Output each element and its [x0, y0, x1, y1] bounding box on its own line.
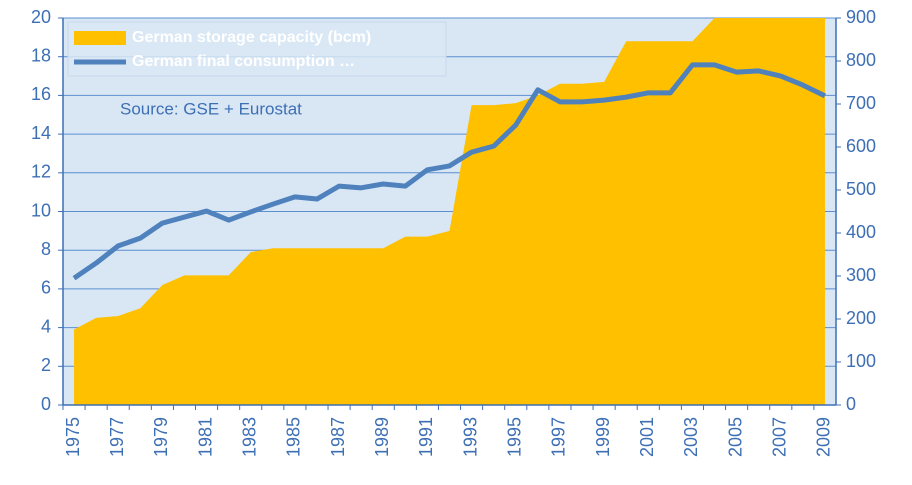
x-tick-label: 2005	[725, 417, 745, 457]
y2-tick-label: 100	[846, 351, 876, 371]
x-tick-label: 1999	[593, 417, 613, 457]
area	[74, 18, 825, 405]
y-tick-label: 6	[41, 278, 51, 298]
x-tick-label: 2003	[681, 417, 701, 457]
y2-tick-label: 200	[846, 308, 876, 328]
legend-label: German storage capacity (bcm)	[132, 29, 371, 46]
legend: German storage capacity (bcm) German fina…	[67, 21, 447, 118]
x-tick-label: 1995	[505, 417, 525, 457]
y-tick-label: 20	[31, 7, 51, 27]
y2-tick-label: 500	[846, 179, 876, 199]
x-tick-label: 1993	[460, 417, 480, 457]
y-tick-label: 10	[31, 200, 51, 220]
x-tick-label: 2009	[814, 417, 834, 457]
axes: 0246810121416182001002003004005006007008…	[31, 7, 876, 457]
y-tick-label: 4	[41, 316, 51, 336]
x-tick-label: 1981	[195, 417, 215, 457]
x-tick-label: 1975	[63, 417, 83, 457]
x-tick-label: 1979	[151, 417, 171, 457]
x-tick-label: 1997	[549, 417, 569, 457]
y2-tick-label: 0	[846, 394, 856, 414]
x-tick-label: 1987	[328, 417, 348, 457]
y2-tick-label: 900	[846, 7, 876, 27]
x-tick-label: 1989	[372, 417, 392, 457]
annotation: Source: GSE + Eurostat	[120, 99, 302, 118]
x-tick-label: 2001	[637, 417, 657, 457]
x-tick-label: 1985	[284, 417, 304, 457]
x-tick-label: 2007	[770, 417, 790, 457]
marks	[72, 18, 827, 405]
x-tick-label: 1991	[416, 417, 436, 457]
y2-tick-label: 700	[846, 93, 876, 113]
y-tick-label: 14	[31, 123, 51, 143]
y-tick-label: 0	[41, 394, 51, 414]
y-tick-label: 18	[31, 45, 51, 65]
legend-box	[67, 21, 447, 77]
legend-label: German final consumption …	[132, 53, 355, 70]
y2-tick-label: 800	[846, 50, 876, 70]
y2-tick-label: 400	[846, 222, 876, 242]
y2-tick-label: 600	[846, 136, 876, 156]
x-tick-label: 1977	[107, 417, 127, 457]
legend-swatch	[74, 31, 126, 45]
line	[72, 62, 827, 281]
x-tick-label: 1983	[239, 417, 259, 457]
y2-tick-label: 300	[846, 265, 876, 285]
y-tick-label: 16	[31, 84, 51, 104]
y-tick-label: 8	[41, 239, 51, 259]
y-tick-label: 12	[31, 162, 51, 182]
y-tick-label: 2	[41, 355, 51, 375]
